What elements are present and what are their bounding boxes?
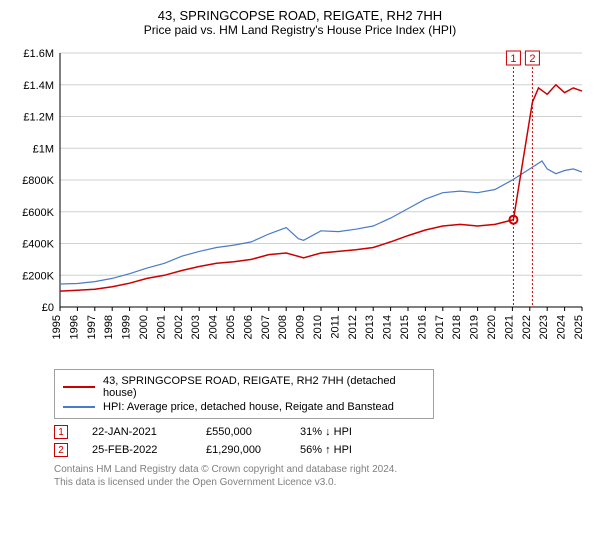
svg-text:1: 1: [510, 53, 516, 65]
svg-text:£400K: £400K: [22, 239, 54, 251]
svg-text:2016: 2016: [416, 315, 428, 339]
svg-text:2012: 2012: [347, 315, 359, 339]
svg-text:1999: 1999: [121, 315, 133, 339]
svg-text:2019: 2019: [469, 315, 481, 339]
event-pct-vs-hpi: 31% ↓ HPI: [300, 426, 390, 438]
legend: 43, SPRINGCOPSE ROAD, REIGATE, RH2 7HH (…: [54, 369, 434, 419]
svg-text:£800K: £800K: [22, 175, 54, 187]
line-chart-svg: £0 £200K £400K £600K £800K £1M £1.2M £1.4M £1.6M…: [12, 43, 588, 363]
svg-text:£1M: £1M: [33, 143, 54, 155]
chart-title: 43, SPRINGCOPSE ROAD, REIGATE, RH2 7HH: [12, 8, 588, 23]
chart-subtitle: Price paid vs. HM Land Registry's House …: [12, 23, 588, 37]
svg-text:2014: 2014: [382, 315, 394, 339]
event-row: 1 22-JAN-2021 £550,000 31% ↓ HPI: [54, 423, 588, 441]
legend-item: 43, SPRINGCOPSE ROAD, REIGATE, RH2 7HH (…: [63, 374, 425, 400]
svg-text:2022: 2022: [521, 315, 533, 339]
svg-text:1996: 1996: [68, 315, 80, 339]
svg-text:2021: 2021: [503, 315, 515, 339]
chart-area: £0 £200K £400K £600K £800K £1M £1.2M £1.4M £1.6M…: [12, 43, 588, 363]
events-table: 1 22-JAN-2021 £550,000 31% ↓ HPI 2 25-FEB-202…: [54, 423, 588, 459]
svg-text:£1.2M: £1.2M: [23, 112, 54, 124]
svg-text:2001: 2001: [155, 315, 167, 339]
svg-text:£200K: £200K: [22, 270, 54, 282]
svg-text:2023: 2023: [538, 315, 550, 339]
svg-text:2002: 2002: [173, 315, 185, 339]
svg-text:2003: 2003: [190, 315, 202, 339]
svg-text:2006: 2006: [242, 315, 254, 339]
svg-text:1998: 1998: [103, 315, 115, 339]
svg-text:2020: 2020: [486, 315, 498, 339]
svg-text:2024: 2024: [556, 315, 568, 339]
event-date: 25-FEB-2022: [92, 444, 182, 456]
svg-text:2008: 2008: [277, 315, 289, 339]
event-pct-vs-hpi: 56% ↑ HPI: [300, 444, 390, 456]
svg-text:2: 2: [529, 53, 535, 65]
svg-text:£1.6M: £1.6M: [23, 48, 54, 60]
svg-text:2004: 2004: [208, 315, 220, 339]
svg-text:£600K: £600K: [22, 207, 54, 219]
footer-line-2: This data is licensed under the Open Gov…: [54, 476, 588, 489]
svg-text:1995: 1995: [51, 315, 63, 339]
legend-swatch: [63, 406, 95, 408]
event-marker-box: 1: [54, 425, 68, 439]
event-marker-box: 2: [54, 443, 68, 457]
svg-text:1997: 1997: [86, 315, 98, 339]
footer-attribution: Contains HM Land Registry data © Crown c…: [54, 463, 588, 489]
svg-text:2015: 2015: [399, 315, 411, 339]
event-price: £550,000: [206, 426, 276, 438]
event-row: 2 25-FEB-2022 £1,290,000 56% ↑ HPI: [54, 441, 588, 459]
svg-text:2007: 2007: [260, 315, 272, 339]
svg-text:2017: 2017: [434, 315, 446, 339]
svg-text:2025: 2025: [573, 315, 585, 339]
legend-label: 43, SPRINGCOPSE ROAD, REIGATE, RH2 7HH (…: [103, 375, 425, 399]
footer-line-1: Contains HM Land Registry data © Crown c…: [54, 463, 588, 476]
legend-swatch: [63, 386, 95, 388]
svg-text:2010: 2010: [312, 315, 324, 339]
svg-text:2009: 2009: [295, 315, 307, 339]
svg-text:2005: 2005: [225, 315, 237, 339]
svg-text:2000: 2000: [138, 315, 150, 339]
svg-text:£1.4M: £1.4M: [23, 80, 54, 92]
legend-label: HPI: Average price, detached house, Reig…: [103, 401, 394, 413]
event-date: 22-JAN-2021: [92, 426, 182, 438]
svg-text:2018: 2018: [451, 315, 463, 339]
svg-text:£0: £0: [42, 302, 54, 314]
svg-text:2011: 2011: [329, 315, 341, 339]
svg-text:2013: 2013: [364, 315, 376, 339]
legend-item: HPI: Average price, detached house, Reig…: [63, 400, 425, 414]
event-price: £1,290,000: [206, 444, 276, 456]
